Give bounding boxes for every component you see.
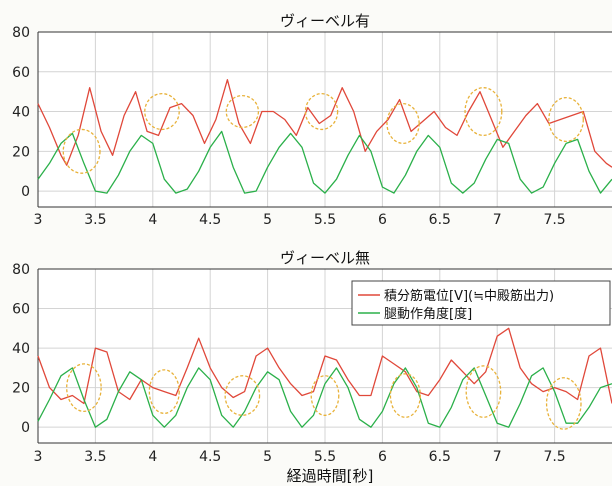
x-tick-label: 7.5 — [543, 449, 565, 465]
x-tick-label: 4 — [148, 212, 157, 228]
highlight-ellipse — [389, 373, 421, 418]
highlight-ellipse — [545, 377, 582, 430]
legend-box — [351, 280, 611, 326]
x-tick-label: 6 — [378, 449, 387, 465]
y-tick-label: 40 — [12, 105, 30, 121]
chart-top: 3 3.5 4 4.5 5 5.5 6 6.5 7 7.5 0 20 40 60 80 ヴィーベル有 — [12, 12, 612, 228]
highlight-ellipse — [62, 128, 101, 174]
series-line-emg — [37, 327, 612, 405]
highlight-ellipse — [66, 363, 102, 413]
chart-bottom: 3 3.5 4 4.5 5 5.5 6 6.5 7 7.5 0 20 40 60 80 ヴィーベル無積分筋電位… — [12, 249, 612, 465]
x-tick-label: 6.5 — [429, 449, 451, 465]
y-tick-label: 0 — [21, 184, 30, 200]
y-tick-label: 60 — [12, 65, 30, 81]
x-tick-label: 4 — [148, 449, 157, 465]
highlight-ellipse — [465, 365, 502, 418]
highlight-ellipse — [464, 87, 503, 137]
x-tick-label: 4.5 — [199, 212, 221, 228]
x-tick-label: 6.5 — [429, 212, 451, 228]
series-line-angle — [37, 130, 612, 194]
y-tick-label: 80 — [12, 262, 30, 278]
series-line-emg — [37, 79, 612, 168]
x-tick-label: 7.5 — [543, 212, 565, 228]
highlight-ellipse — [144, 92, 180, 131]
highlight-ellipse — [148, 369, 180, 414]
x-tick-label: 7 — [493, 449, 502, 465]
y-tick-label: 20 — [12, 381, 30, 397]
highlight-ellipse — [548, 96, 584, 143]
highlight-ellipse — [225, 94, 260, 129]
y-tick-label: 60 — [12, 302, 30, 318]
highlight-ellipse — [386, 102, 420, 145]
x-tick-label: 3.5 — [84, 212, 106, 228]
x-tick-label: 6 — [378, 212, 387, 228]
y-tick-label: 0 — [21, 420, 30, 436]
x-tick-label: 5.5 — [314, 212, 336, 228]
chart-title: ヴィーベル無 — [280, 249, 370, 267]
y-tick-label: 40 — [12, 341, 30, 357]
y-tick-label: 20 — [12, 144, 30, 160]
x-tick-label: 5 — [263, 449, 272, 465]
x-tick-label: 3.5 — [84, 449, 106, 465]
x-tick-label: 4.5 — [199, 449, 221, 465]
x-tick-label: 7 — [493, 212, 502, 228]
x-tick-label: 5.5 — [314, 449, 336, 465]
highlight-ellipse — [224, 375, 261, 416]
highlight-ellipse — [304, 92, 339, 131]
chart-title: ヴィーベル有 — [280, 12, 370, 30]
legend-entry: 積分筋電位[V](≒中殿筋出力) — [384, 288, 554, 304]
highlight-ellipse — [310, 375, 340, 416]
series-line-angle — [37, 367, 612, 428]
x-tick-label: 3 — [34, 449, 43, 465]
x-tick-label: 3 — [34, 212, 43, 228]
legend-entry: 腿動作角度[度] — [384, 306, 472, 322]
x-axis-label: 経過時間[秒] — [287, 467, 374, 485]
x-tick-label: 5 — [263, 212, 272, 228]
y-tick-label: 80 — [12, 25, 30, 41]
